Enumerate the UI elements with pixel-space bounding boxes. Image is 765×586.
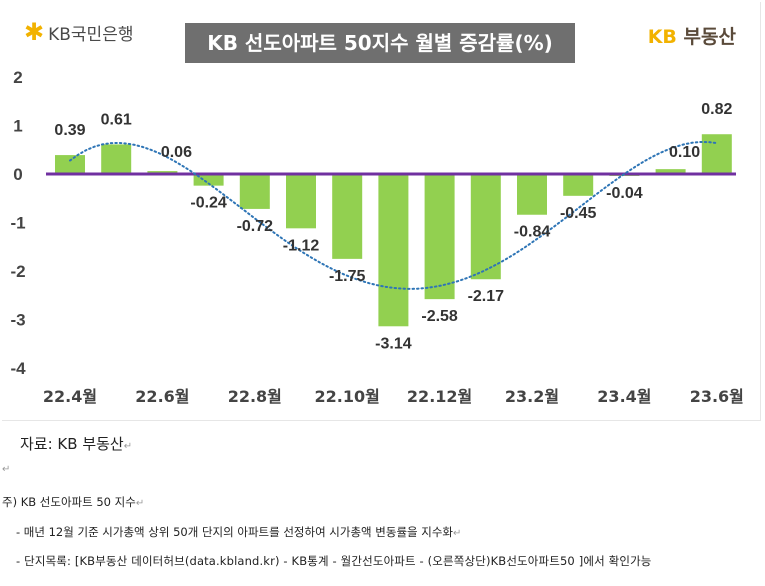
note-line-2-text: - 매년 12월 기준 시가총액 상위 50개 단지의 아파트를 선정하여 시가… (16, 525, 453, 539)
data-label: -2.17 (468, 288, 505, 305)
note-line-3-text: - 단지목록: [KB부동산 데이터허브(data.kbland.kr) - K… (16, 554, 652, 568)
y-tick-label: -3 (10, 311, 25, 330)
bar (239, 174, 270, 209)
return-mark-icon: ↵ (2, 464, 11, 475)
data-label: -0.04 (606, 185, 643, 202)
note-line-2: - 매년 12월 기준 시가총액 상위 50개 단지의 아파트를 선정하여 시가… (16, 524, 461, 540)
note-line-1: 주) KB 선도아파트 50 지수↵ (2, 494, 144, 510)
bar (101, 144, 132, 174)
data-label: -1.75 (329, 268, 366, 285)
data-label: -3.14 (375, 335, 412, 352)
x-tick-label: 22.12월 (407, 387, 472, 406)
chart-title: KB 선도아파트 50지수 월별 증감률(%) (185, 23, 575, 63)
x-tick-label: 22.8월 (228, 387, 282, 406)
data-label: 0.39 (54, 122, 85, 139)
data-label: -0.84 (514, 224, 551, 241)
kb-bank-logo: ✱ KB국민은행 (24, 20, 133, 45)
data-label: -0.45 (560, 205, 597, 222)
x-tick-label: 22.10월 (315, 387, 380, 406)
y-tick-label: -2 (10, 262, 25, 281)
return-mark-icon: ↵ (135, 498, 145, 509)
kb-realestate-logo-text: 부동산 (683, 26, 736, 48)
bar (378, 174, 409, 327)
bar (55, 155, 85, 174)
x-tick-label: 23.6월 (690, 387, 744, 406)
return-mark-icon: ↵ (123, 441, 133, 452)
kb-star-icon: ✱ (24, 18, 45, 46)
kb-realestate-logo: KB 부동산 (648, 22, 736, 49)
note-line-1-text: 주) KB 선도아파트 50 지수 (2, 495, 136, 509)
x-tick-label: 23.2월 (505, 387, 559, 406)
y-tick-label: 0 (13, 165, 22, 184)
y-tick-label: 1 (13, 117, 22, 136)
data-label: -2.58 (421, 308, 458, 325)
data-label: 0.10 (669, 144, 700, 161)
bar (563, 174, 594, 196)
bar (286, 174, 316, 229)
data-label: 0.06 (161, 144, 192, 161)
x-tick-label: 22.4월 (43, 387, 97, 406)
y-tick-label: -4 (10, 359, 26, 378)
y-tick-label: 2 (13, 68, 22, 87)
bar (332, 174, 363, 259)
chart-panel: 2 1 0 -1 -2 -3 -4 0.39 0.61 0.06 -0.24 -0.72 -1.12 -1… (2, 2, 761, 421)
x-tick-label: 22.6월 (135, 387, 189, 406)
data-label: -0.24 (190, 195, 227, 212)
bar (424, 174, 455, 300)
y-tick-label: -1 (10, 214, 25, 233)
data-label: -0.72 (237, 218, 274, 235)
kb-realestate-logo-brand: KB (647, 26, 677, 48)
x-tick-label: 23.4월 (597, 387, 651, 406)
source-text: 자료: KB 부동산 (20, 435, 124, 453)
return-mark-icon: ↵ (453, 528, 462, 539)
data-label: 0.61 (101, 111, 132, 128)
data-label: 0.82 (701, 101, 732, 118)
data-label: -1.12 (283, 237, 320, 254)
bar (701, 134, 732, 174)
bar (655, 169, 686, 174)
kb-bank-logo-text: KB국민은행 (48, 25, 134, 45)
source-caption: 자료: KB 부동산↵ (20, 433, 132, 454)
bar (517, 174, 547, 215)
bar (193, 174, 224, 186)
bar (470, 174, 501, 280)
trend-line (69, 140, 718, 290)
bar-chart: 2 1 0 -1 -2 -3 -4 0.39 0.61 0.06 -0.24 -0.72 -1.12 -1… (10, 68, 744, 406)
note-line-3: - 단지목록: [KB부동산 데이터허브(data.kbland.kr) - K… (16, 553, 652, 569)
